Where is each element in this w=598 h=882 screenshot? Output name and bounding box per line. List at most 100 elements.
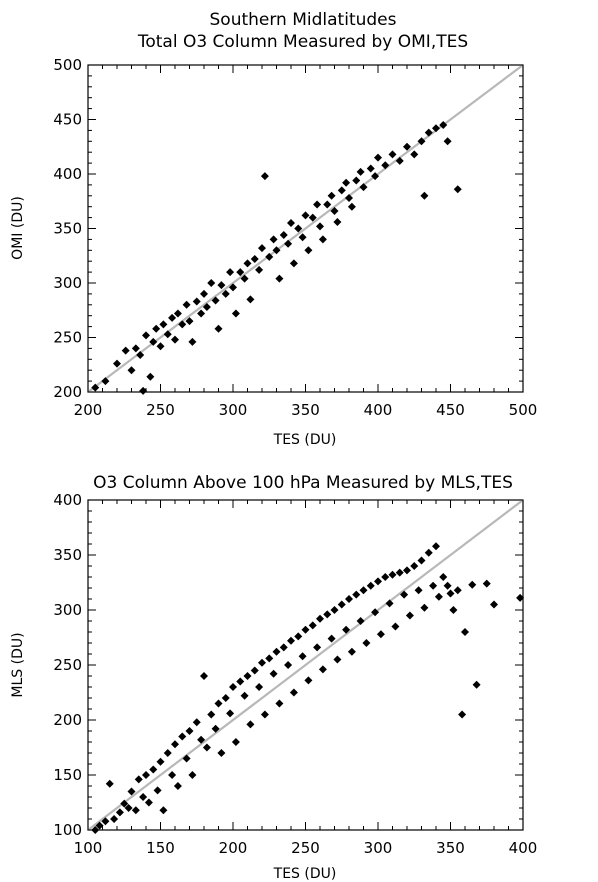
data-point (443, 581, 452, 590)
data-point (318, 235, 327, 244)
data-point (443, 137, 452, 146)
data-point (231, 309, 240, 318)
data-point (330, 606, 339, 614)
data-point (139, 386, 148, 395)
data-point (461, 628, 469, 636)
data-point (250, 666, 259, 675)
data-point (207, 710, 216, 719)
data-point (284, 661, 293, 669)
scatter-points (91, 542, 525, 834)
data-point (345, 595, 353, 603)
data-point (316, 222, 324, 231)
data-point (134, 775, 143, 784)
data-point (121, 346, 130, 355)
data-point (359, 183, 368, 192)
data-point (192, 718, 201, 727)
y-axis: 200 250 300 350 400 450 500 (53, 56, 523, 401)
y-axis-label: MLS (DU) (10, 632, 26, 697)
data-point (318, 665, 327, 674)
data-point (417, 137, 426, 146)
data-point (366, 581, 375, 590)
data-point (490, 600, 498, 609)
data-point (173, 309, 182, 318)
data-point (420, 603, 429, 612)
data-point (289, 688, 298, 697)
data-point (168, 771, 177, 779)
x-tick-label: 400 (509, 839, 538, 857)
data-point (472, 680, 481, 689)
data-point (403, 142, 411, 151)
data-point (289, 259, 298, 268)
y-axis-label: OMI (DU) (10, 196, 26, 260)
data-point (400, 590, 409, 599)
data-point (347, 202, 356, 211)
data-point (124, 804, 133, 812)
data-point (347, 647, 356, 656)
data-point (420, 191, 429, 200)
data-point (231, 738, 240, 746)
data-point (371, 608, 380, 617)
chart-title: Southern Midlatitudes (210, 10, 397, 30)
data-point (192, 297, 201, 306)
chart-title: O3 Column Above 100 hPa Measured by MLS,… (93, 473, 513, 493)
data-point (243, 259, 252, 268)
data-point (403, 566, 411, 575)
data-point (240, 691, 249, 700)
data-point (149, 765, 158, 774)
x-axis: 100 150 200 250 300 350 400 (74, 500, 538, 857)
y-tick-label: 400 (53, 491, 82, 509)
x-tick-label: 450 (436, 401, 465, 419)
data-point (356, 617, 365, 625)
y-tick-label: 250 (53, 329, 82, 347)
mls-tes-scatter-panel: O3 Column Above 100 hPa Measured by MLS,… (10, 473, 537, 882)
x-axis: 200 250 300 350 400 450 500 (74, 65, 537, 419)
data-point (260, 172, 269, 181)
data-point (410, 562, 419, 570)
data-point (217, 749, 226, 757)
data-point (146, 372, 155, 381)
data-point (352, 176, 361, 185)
data-point (258, 244, 266, 253)
one-to-one-reference-line (87, 499, 524, 831)
data-point (327, 191, 336, 200)
data-point (313, 643, 322, 652)
data-point (142, 771, 150, 779)
data-point (211, 724, 220, 733)
data-point (168, 313, 177, 322)
data-point (217, 281, 226, 290)
data-point (173, 782, 182, 790)
x-tick-label: 250 (146, 401, 175, 419)
data-point (243, 672, 252, 680)
x-axis-label: TES (DU) (273, 866, 337, 882)
data-point (156, 757, 165, 766)
data-point (136, 350, 145, 359)
data-point (211, 296, 220, 305)
data-point (432, 124, 440, 133)
data-point (434, 592, 443, 601)
data-point (405, 611, 414, 620)
data-point (178, 320, 187, 329)
data-point (333, 217, 342, 226)
data-point (323, 610, 332, 619)
data-point (197, 735, 206, 744)
data-point (424, 128, 433, 137)
data-point (327, 634, 336, 643)
data-point (265, 252, 274, 261)
y-tick-label: 500 (53, 56, 82, 74)
data-point (468, 580, 477, 589)
data-point (265, 654, 274, 663)
data-point (182, 754, 191, 763)
data-point (458, 710, 467, 719)
data-point (388, 570, 397, 579)
y-tick-label: 300 (53, 274, 82, 292)
data-point (200, 289, 208, 298)
data-point (432, 542, 440, 551)
data-point (342, 625, 351, 634)
data-point (287, 636, 295, 645)
data-point (374, 577, 382, 586)
data-point (236, 677, 245, 686)
data-point (395, 568, 404, 577)
data-point (207, 279, 216, 287)
data-point (159, 806, 168, 815)
